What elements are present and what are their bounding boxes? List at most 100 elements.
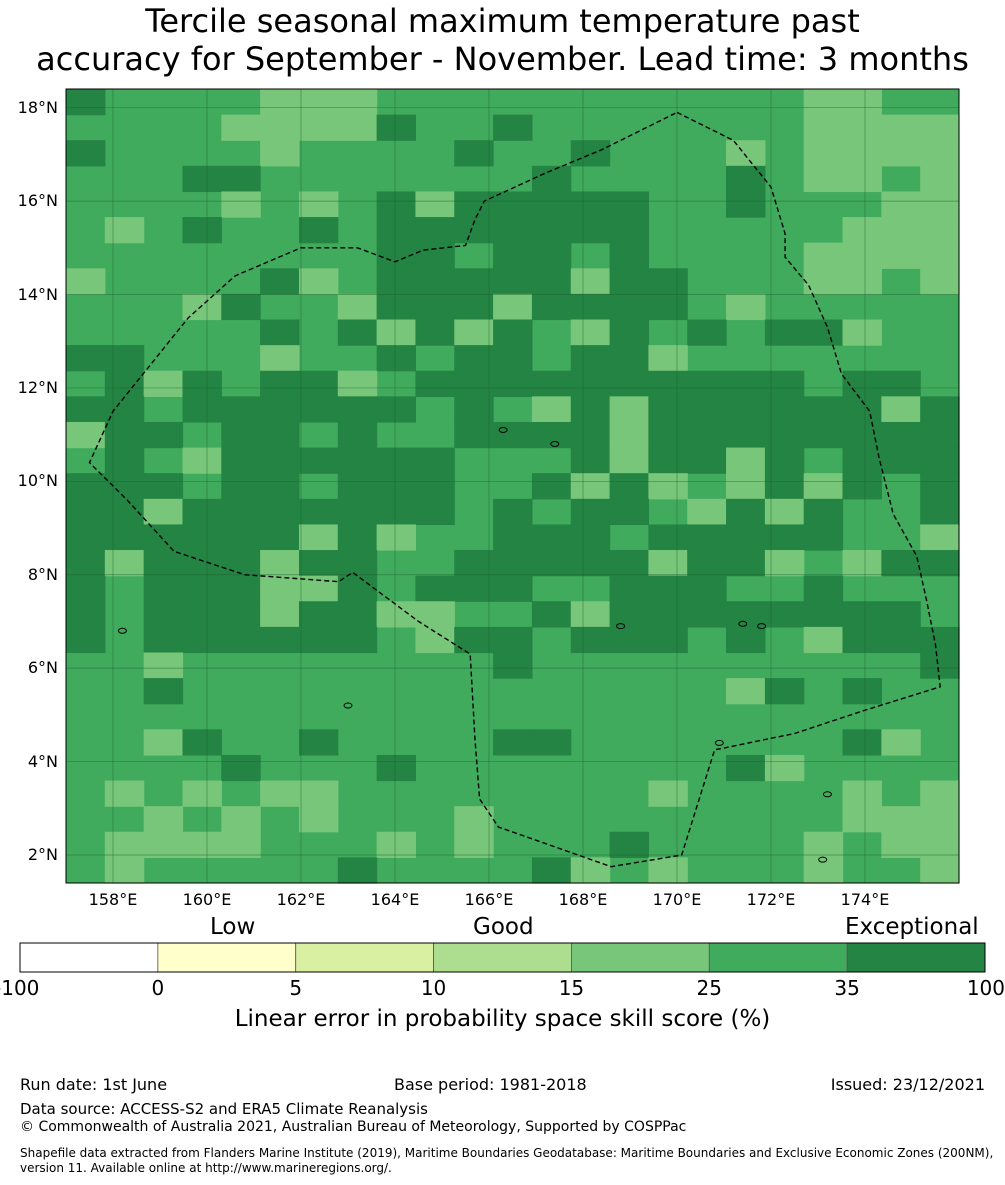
colorbar-segment (571, 942, 710, 973)
skill-cell (415, 575, 455, 602)
skill-cell (842, 421, 882, 449)
skill-cell (298, 396, 339, 423)
skill-cell (803, 89, 844, 116)
skill-cell (842, 729, 882, 756)
skill-cell (221, 114, 261, 141)
skill-cell (609, 575, 649, 602)
skill-cell (260, 780, 300, 807)
skill-cell (803, 396, 844, 423)
skill-cell (881, 370, 921, 397)
skill-cell (803, 575, 844, 602)
skill-cell (454, 626, 494, 654)
skill-cell (609, 345, 649, 372)
skill-cell (66, 473, 106, 500)
skill-cell (881, 396, 921, 423)
map-frame (65, 88, 960, 884)
skill-cell (182, 165, 222, 193)
skill-cell (493, 345, 533, 372)
skill-cell (570, 447, 611, 474)
colorbar-tick-label: 35 (834, 976, 860, 1000)
skill-cell (609, 319, 649, 346)
skill-cell (803, 498, 844, 526)
skill-cell (493, 293, 533, 321)
colorbar-segment (19, 942, 159, 973)
skill-cell (182, 831, 222, 858)
skill-cell (493, 319, 533, 346)
latitude-label: 8°N (27, 564, 58, 584)
skill-cell (104, 421, 145, 449)
latitude-label: 6°N (27, 658, 58, 678)
skill-cell (687, 447, 727, 474)
skill-cell (609, 242, 649, 269)
skill-cell (221, 806, 261, 833)
skill-cell (143, 498, 184, 526)
skill-cell (143, 729, 184, 756)
skill-cell (803, 626, 844, 654)
skill-cell (221, 293, 261, 321)
colorbar-tick-label: -100 (0, 976, 40, 1000)
skill-cell (182, 729, 222, 756)
island-outline (550, 440, 560, 447)
skill-cell (803, 473, 844, 500)
skill-cell (415, 626, 455, 654)
skill-cell (531, 191, 572, 218)
skill-cell (609, 217, 649, 244)
skill-cell (104, 370, 145, 397)
skill-cell (842, 165, 882, 193)
skill-cell (570, 268, 611, 295)
skill-cell (260, 550, 300, 577)
skill-cell (881, 191, 921, 218)
data-source: Data source: ACCESS-S2 and ERA5 Climate … (20, 1100, 428, 1118)
skill-cell (648, 370, 688, 397)
skill-cell (66, 345, 106, 372)
skill-cell (609, 396, 649, 423)
skill-cell (221, 575, 261, 602)
skill-cell (648, 626, 688, 654)
skill-cell (803, 857, 844, 884)
skill-cell (415, 319, 455, 346)
skill-cell (531, 857, 572, 884)
skill-cell (376, 217, 417, 244)
skill-cell (531, 396, 572, 423)
skill-cell (609, 268, 649, 295)
skill-cell (337, 601, 378, 628)
skill-cell (337, 421, 378, 449)
skill-cell (726, 293, 766, 321)
skill-cell (337, 293, 378, 321)
skill-cell (298, 626, 339, 654)
skill-cell (570, 217, 611, 244)
skill-cell (337, 498, 378, 526)
longitude-label: 160°E (182, 890, 232, 909)
skill-cell (376, 447, 417, 474)
skill-cell (260, 345, 300, 372)
skill-cell (376, 293, 417, 321)
colorbar (19, 942, 986, 973)
skill-cell (570, 191, 611, 218)
skill-cell (726, 498, 766, 526)
skill-cell (764, 678, 805, 705)
skill-cell (415, 217, 455, 244)
skill-cell (337, 370, 378, 397)
skill-cell (609, 626, 649, 654)
skill-cell (415, 498, 455, 526)
skill-cell (531, 550, 572, 577)
skill-cell (182, 550, 222, 577)
skill-cell (920, 165, 960, 193)
skill-cell (687, 421, 727, 449)
colorbar-frame (19, 942, 986, 973)
skill-cell (687, 524, 727, 551)
longitude-label: 158°E (88, 890, 138, 909)
skill-cell (493, 626, 533, 654)
skill-cell (764, 473, 805, 500)
skill-cell (531, 370, 572, 397)
skill-cell (415, 293, 455, 321)
skill-cell (726, 626, 766, 654)
colorbar-tick-label: 15 (558, 976, 585, 1000)
shapefile-credit: Shapefile data extracted from Flanders M… (20, 1146, 994, 1175)
skill-cell (881, 217, 921, 244)
skill-cell (182, 524, 222, 551)
skill-cell (454, 268, 494, 295)
colorbar-segment (708, 942, 848, 973)
skill-cell (726, 524, 766, 551)
